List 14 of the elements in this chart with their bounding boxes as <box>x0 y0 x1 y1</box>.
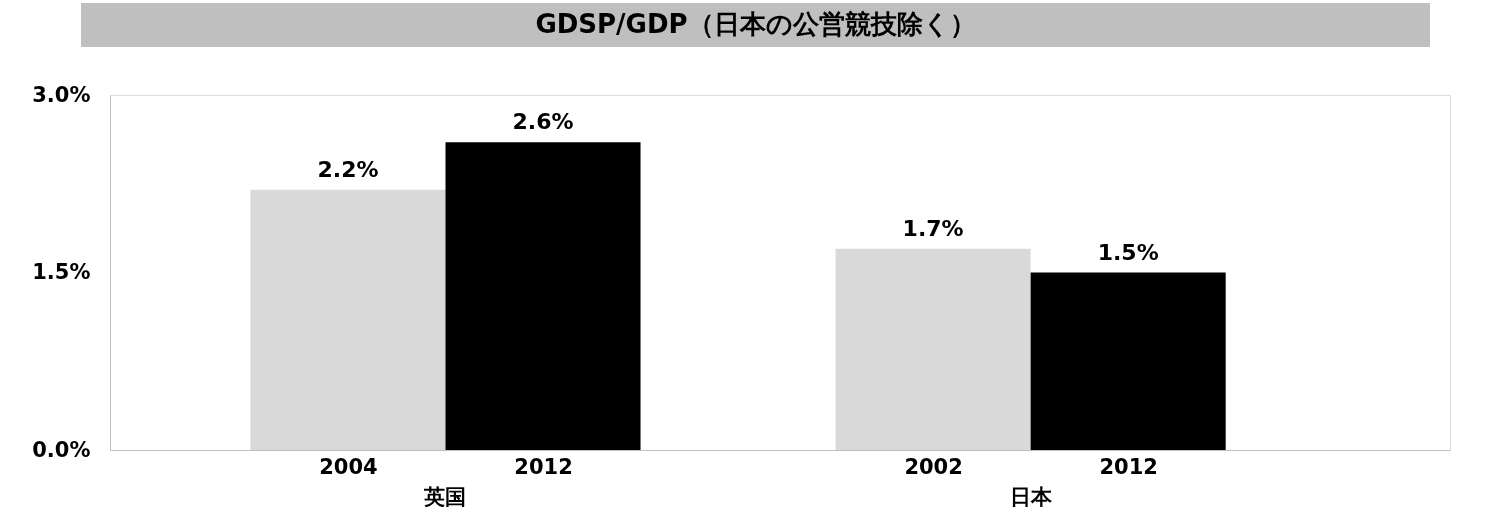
x-tick-label: 2012 <box>1099 454 1158 479</box>
y-tick-label: 1.5% <box>32 260 91 284</box>
chart-title: GDSP/GDP（日本の公営競技除く） <box>535 9 976 39</box>
text: 英国 <box>423 485 467 509</box>
x-tick-label: 2004 <box>319 454 378 479</box>
data-label: 2.6% <box>512 109 574 135</box>
y-tick-label: 3.0% <box>32 82 91 107</box>
x-tick-label: 2002 <box>904 454 963 479</box>
data-label: 2.2% <box>317 156 379 182</box>
y-tick-label: 0.0% <box>32 437 91 462</box>
x-tick-label: 2012 <box>514 454 573 479</box>
data-label: 1.5% <box>1097 239 1159 265</box>
data-label: 1.7% <box>902 215 964 241</box>
text: 日本 <box>1009 485 1053 509</box>
